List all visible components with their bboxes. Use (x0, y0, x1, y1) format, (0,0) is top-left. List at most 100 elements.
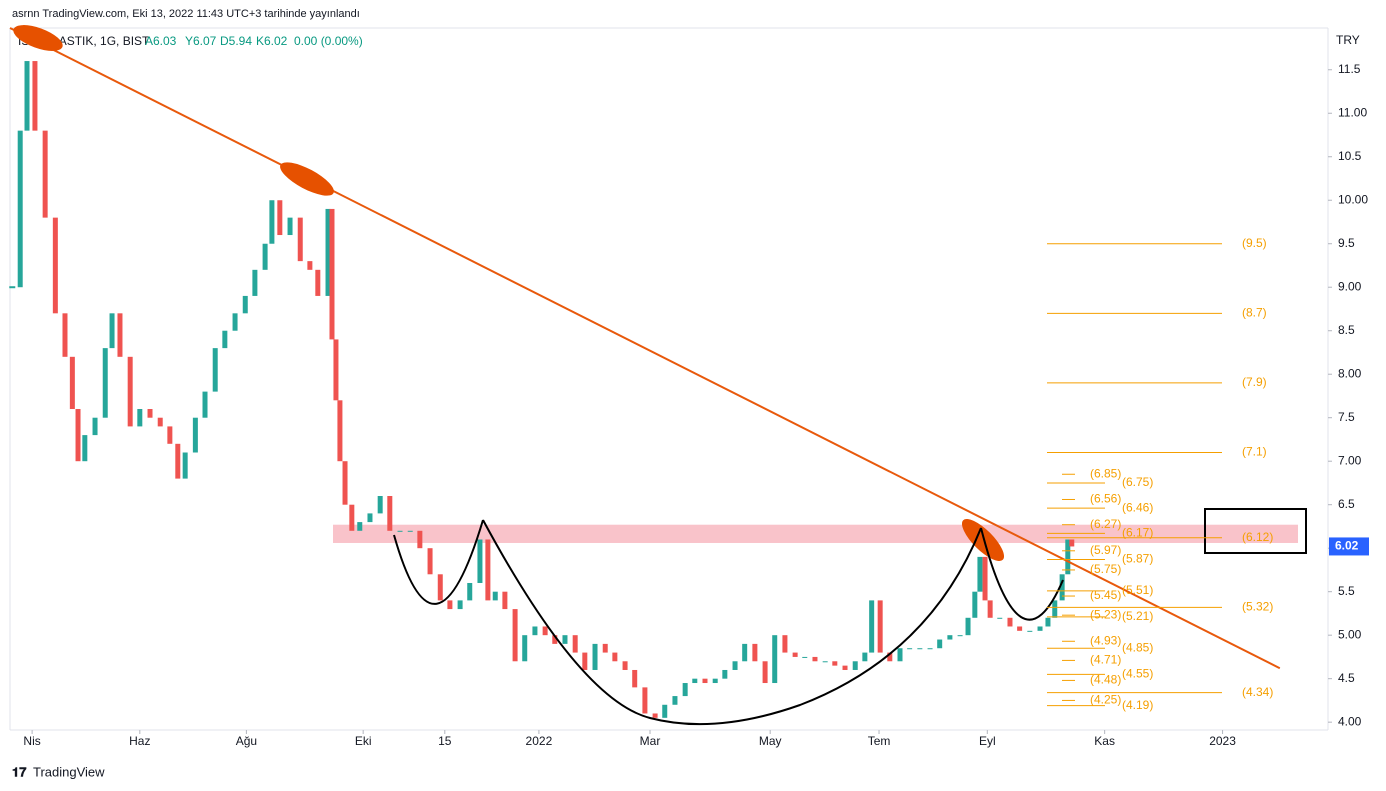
y-tick-label: 10.00 (1338, 192, 1368, 206)
candle (965, 617, 971, 636)
candle (532, 626, 538, 636)
candle (127, 356, 133, 427)
candle (252, 269, 258, 296)
candle (947, 635, 953, 640)
x-tick-label: Eyl (979, 734, 996, 748)
candle (457, 600, 463, 610)
candle (512, 609, 518, 662)
level-label: (6.56) (1090, 492, 1121, 506)
candle (812, 656, 818, 662)
candle (792, 652, 798, 657)
level-label: (4.93) (1090, 633, 1121, 647)
x-tick-label: 2023 (1209, 734, 1236, 748)
level-label: (5.45) (1090, 588, 1121, 602)
candle (137, 409, 143, 427)
y-tick-label: 11.5 (1338, 62, 1361, 76)
candle (269, 200, 275, 244)
level-label: (4.85) (1122, 640, 1153, 654)
candle (712, 678, 718, 684)
candle (357, 522, 363, 531)
candle (1069, 539, 1075, 547)
candle (632, 669, 638, 688)
cup-arc (393, 519, 484, 605)
candle (377, 496, 383, 514)
level-label: (4.71) (1090, 653, 1121, 667)
level-label: (5.32) (1242, 600, 1273, 614)
x-tick-label: Ağu (236, 734, 257, 748)
level-label: (5.75) (1090, 562, 1121, 576)
candle (877, 600, 883, 653)
candle (367, 513, 373, 523)
candle (32, 61, 38, 131)
level-label: (4.34) (1242, 685, 1273, 699)
y-tick-label: 7.5 (1338, 410, 1355, 424)
candle (842, 665, 848, 670)
highlight (13, 25, 63, 51)
candle (692, 678, 698, 684)
candle (927, 648, 933, 650)
candle (1045, 617, 1051, 627)
low: D5.94 (220, 34, 252, 48)
publisher: asrnn TradingView.com, Eki 13, 2022 11:4… (12, 8, 360, 20)
y-tick-label: 4.00 (1338, 714, 1362, 728)
candle (1037, 626, 1043, 631)
level-label: (7.1) (1242, 445, 1267, 459)
candle (802, 656, 808, 658)
highlight (961, 518, 1005, 562)
y-tick-label: 9.5 (1338, 236, 1355, 250)
x-tick-label: Haz (129, 734, 150, 748)
candle (972, 591, 978, 618)
candle (937, 639, 943, 649)
x-tick-label: Mar (640, 734, 661, 748)
candle (502, 591, 508, 610)
currency: TRY (1336, 33, 1360, 47)
candle (315, 269, 321, 296)
candle (92, 417, 98, 436)
candle (907, 648, 913, 650)
candle (702, 678, 708, 684)
x-tick-label: 2022 (526, 734, 553, 748)
price-tag-label: 6.02 (1335, 539, 1359, 553)
level-label: (5.87) (1122, 552, 1153, 566)
level-label: (8.7) (1242, 305, 1267, 319)
level-label: (6.12) (1242, 530, 1273, 544)
candle (672, 696, 678, 705)
candle (622, 661, 628, 670)
candle (917, 648, 923, 650)
price-tag (1329, 537, 1369, 556)
candle (732, 661, 738, 670)
y-tick-label: 6.5 (1338, 497, 1355, 511)
candle (52, 217, 58, 314)
candle (427, 548, 433, 575)
candle (102, 348, 108, 418)
candle (297, 217, 303, 262)
x-tick-label: May (759, 734, 782, 748)
candle (562, 635, 568, 644)
box (1204, 508, 1307, 554)
candle (329, 208, 335, 340)
highlight (280, 162, 334, 196)
candle (337, 400, 343, 462)
cup-arc (482, 519, 982, 726)
x-tick-label: Kas (1094, 734, 1115, 748)
level-label: (4.48) (1090, 673, 1121, 687)
candle (477, 539, 483, 583)
candle (982, 556, 988, 601)
logo: 𝟏𝟕 (12, 764, 27, 779)
level-label: (6.46) (1122, 500, 1153, 514)
x-tick-label: 15 (438, 734, 452, 748)
level-label: (5.21) (1122, 609, 1153, 623)
candle (387, 496, 393, 531)
candle (957, 635, 963, 637)
x-tick-label: Eki (355, 734, 372, 748)
candle (997, 617, 1003, 619)
candle (552, 635, 558, 644)
candle (977, 556, 983, 592)
y-tick-label: 10.5 (1338, 149, 1362, 163)
candle (333, 339, 339, 401)
candle (417, 530, 423, 549)
candle (772, 635, 778, 684)
level-label: (5.23) (1090, 607, 1121, 621)
candle (24, 61, 30, 131)
